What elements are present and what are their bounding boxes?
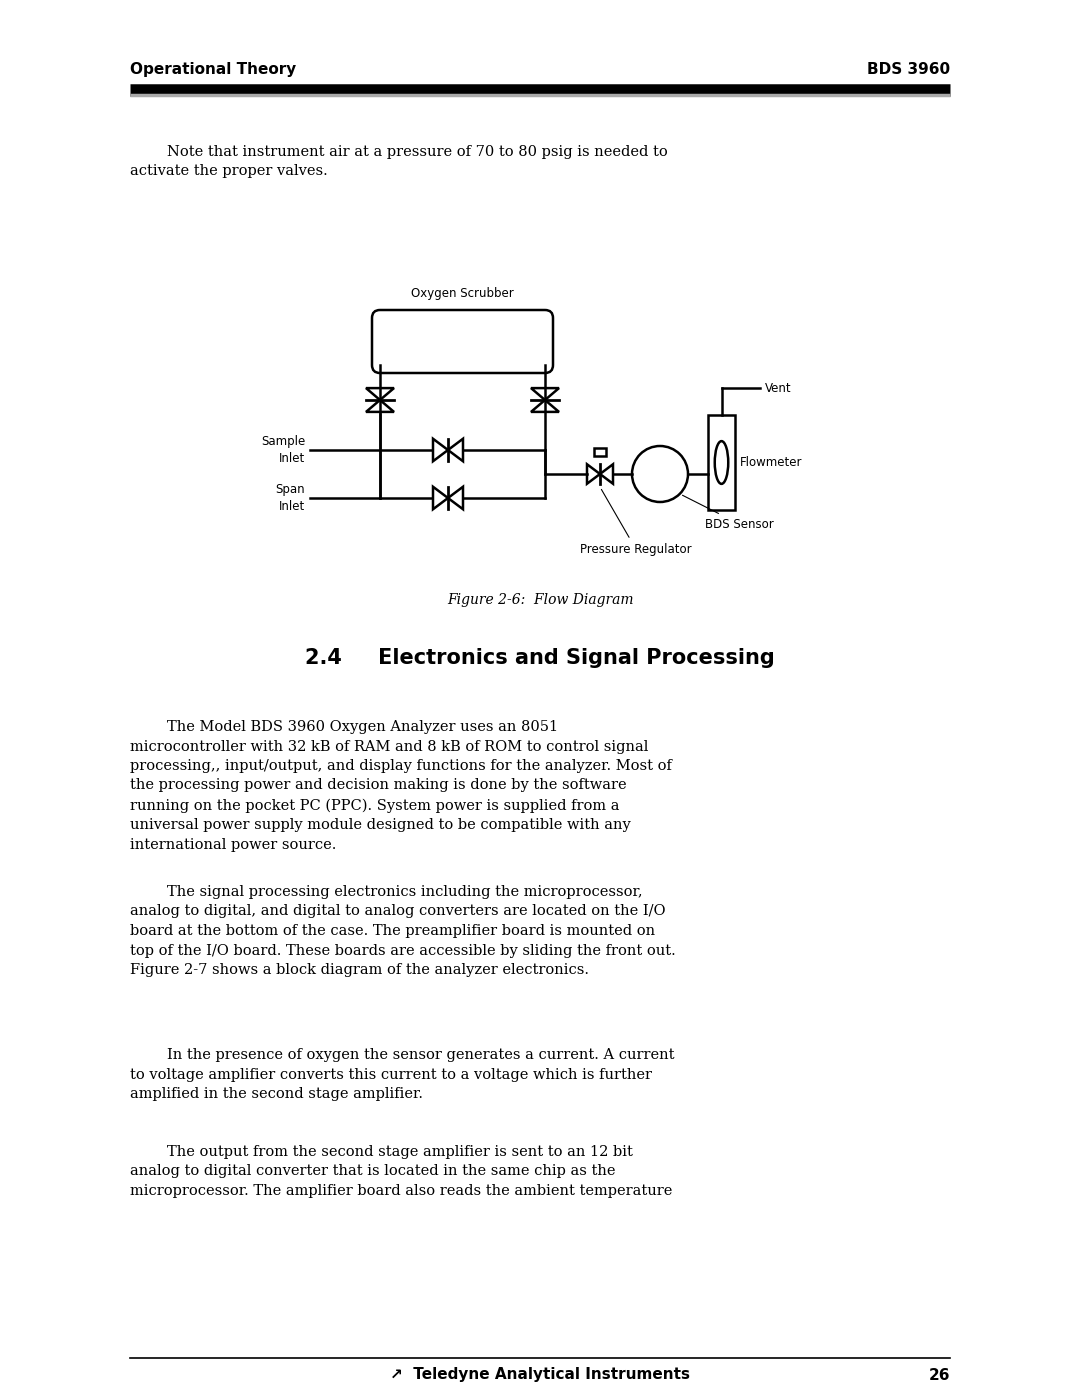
Ellipse shape (715, 441, 728, 483)
Text: 2.4     Electronics and Signal Processing: 2.4 Electronics and Signal Processing (306, 648, 774, 668)
Bar (594, 448, 606, 457)
Bar (708, 415, 735, 510)
Text: Oxygen Scrubber: Oxygen Scrubber (411, 286, 514, 300)
Text: In the presence of oxygen the sensor generates a current. A current
to voltage a: In the presence of oxygen the sensor gen… (130, 1048, 675, 1101)
Text: Pressure Regulator: Pressure Regulator (580, 489, 691, 556)
Text: Sample
Inlet: Sample Inlet (260, 436, 305, 464)
Text: BDS 3960: BDS 3960 (867, 61, 950, 77)
Text: Operational Theory: Operational Theory (130, 61, 296, 77)
Text: 26: 26 (929, 1368, 950, 1383)
Text: The signal processing electronics including the microprocessor,
analog to digita: The signal processing electronics includ… (130, 886, 676, 977)
Text: Span
Inlet: Span Inlet (275, 483, 305, 513)
Text: BDS Sensor: BDS Sensor (683, 496, 773, 531)
Text: The Model BDS 3960 Oxygen Analyzer uses an 8051
microcontroller with 32 kB of RA: The Model BDS 3960 Oxygen Analyzer uses … (130, 719, 672, 852)
Text: Figure 2-6:  Flow Diagram: Figure 2-6: Flow Diagram (447, 592, 633, 608)
Text: The output from the second stage amplifier is sent to an 12 bit
analog to digita: The output from the second stage amplifi… (130, 1146, 673, 1199)
Text: ↗  Teledyne Analytical Instruments: ↗ Teledyne Analytical Instruments (390, 1368, 690, 1383)
FancyBboxPatch shape (372, 310, 553, 373)
Text: Note that instrument air at a pressure of 70 to 80 psig is needed to
activate th: Note that instrument air at a pressure o… (130, 145, 667, 179)
Text: Vent: Vent (765, 381, 792, 394)
Text: Flowmeter: Flowmeter (740, 455, 802, 469)
